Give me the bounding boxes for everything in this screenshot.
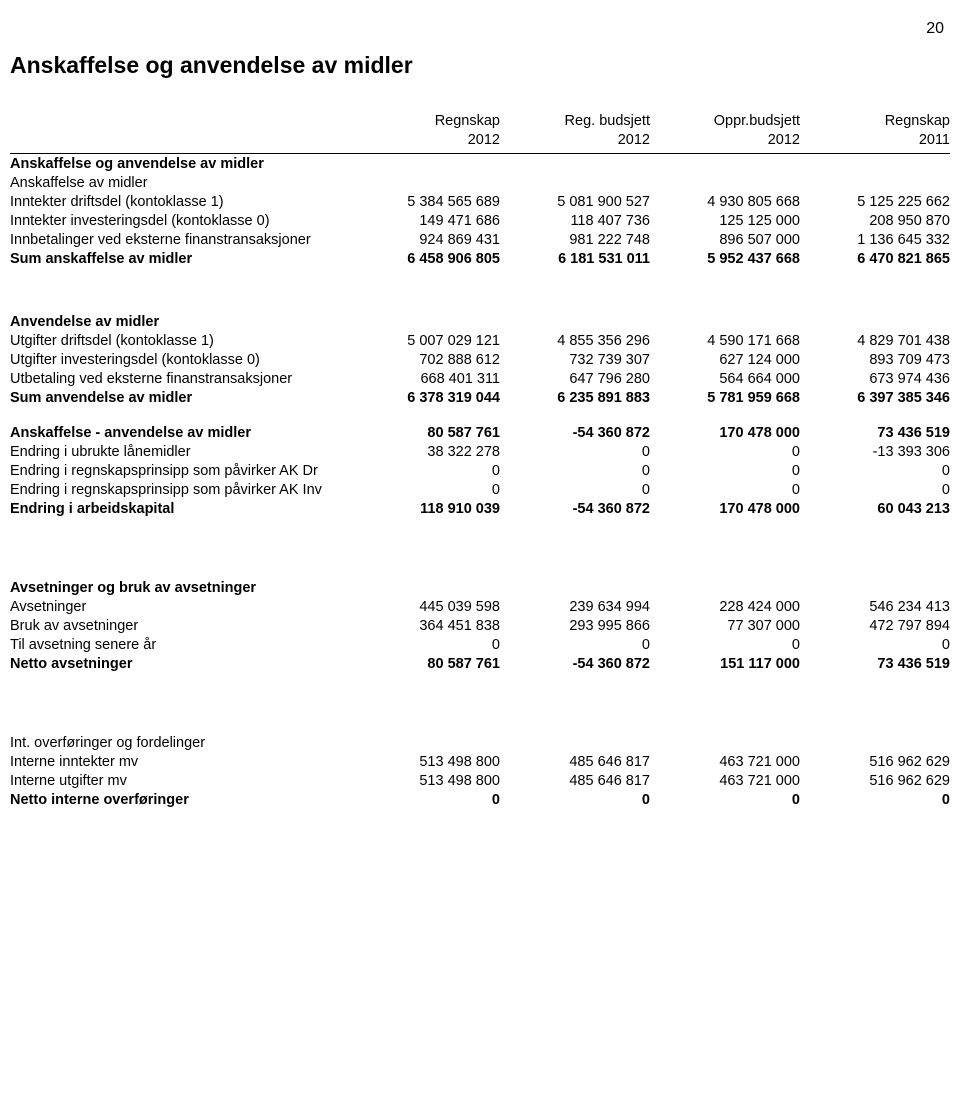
table-row: Endring i regnskapsprinsipp som påvirker… (10, 481, 950, 500)
section5-sum: Netto interne overføringer 0000 (10, 791, 950, 810)
section2-title: Anvendelse av midler (10, 313, 950, 332)
section4-title: Avsetninger og bruk av avsetninger (10, 579, 950, 598)
header-row-2: 2012 2012 2012 2011 (10, 131, 950, 154)
table-row: Endring i regnskapsprinsipp som påvirker… (10, 462, 950, 481)
page-number: 20 (10, 20, 950, 38)
section3-row1: Anskaffelse - anvendelse av midler 80 58… (10, 424, 950, 443)
section4-sum: Netto avsetninger 80 587 761-54 360 8721… (10, 655, 950, 674)
table-row: Inntekter investeringsdel (kontoklasse 0… (10, 212, 950, 231)
section2-sum: Sum anvendelse av midler 6 378 319 0446 … (10, 389, 950, 408)
table-row: Utbetaling ved eksterne finanstransaksjo… (10, 370, 950, 389)
col1-header-top: Regnskap (350, 109, 500, 131)
table-row: Interne inntekter mv 513 498 800485 646 … (10, 753, 950, 772)
col2-header-bot: 2012 (500, 131, 650, 154)
table-row: Interne utgifter mv 513 498 800485 646 8… (10, 772, 950, 791)
section3-sum: Endring i arbeidskapital 118 910 039-54 … (10, 500, 950, 519)
col2-header-top: Reg. budsjett (500, 109, 650, 131)
section1-title: Anskaffelse og anvendelse av midler (10, 154, 950, 174)
col4-header-top: Regnskap (800, 109, 950, 131)
table-row: Innbetalinger ved eksterne finanstransak… (10, 231, 950, 250)
col3-header-bot: 2012 (650, 131, 800, 154)
col4-header-bot: 2011 (800, 131, 950, 154)
header-row-1: Regnskap Reg. budsjett Oppr.budsjett Reg… (10, 109, 950, 131)
table-row: Til avsetning senere år 0000 (10, 636, 950, 655)
financial-table: Regnskap Reg. budsjett Oppr.budsjett Reg… (10, 109, 950, 810)
section5-title: Int. overføringer og fordelinger (10, 734, 950, 753)
table-row: Utgifter investeringsdel (kontoklasse 0)… (10, 351, 950, 370)
section1-subtitle: Anskaffelse av midler (10, 174, 950, 193)
table-row: Bruk av avsetninger 364 451 838293 995 8… (10, 617, 950, 636)
col1-header-bot: 2012 (350, 131, 500, 154)
page-title: Anskaffelse og anvendelse av midler (10, 52, 950, 79)
table-row: Endring i ubrukte lånemidler 38 322 2780… (10, 443, 950, 462)
col3-header-top: Oppr.budsjett (650, 109, 800, 131)
table-row: Utgifter driftsdel (kontoklasse 1) 5 007… (10, 332, 950, 351)
table-row: Inntekter driftsdel (kontoklasse 1) 5 38… (10, 193, 950, 212)
section1-sum: Sum anskaffelse av midler 6 458 906 8056… (10, 250, 950, 269)
table-row: Avsetninger 445 039 598239 634 994228 42… (10, 598, 950, 617)
